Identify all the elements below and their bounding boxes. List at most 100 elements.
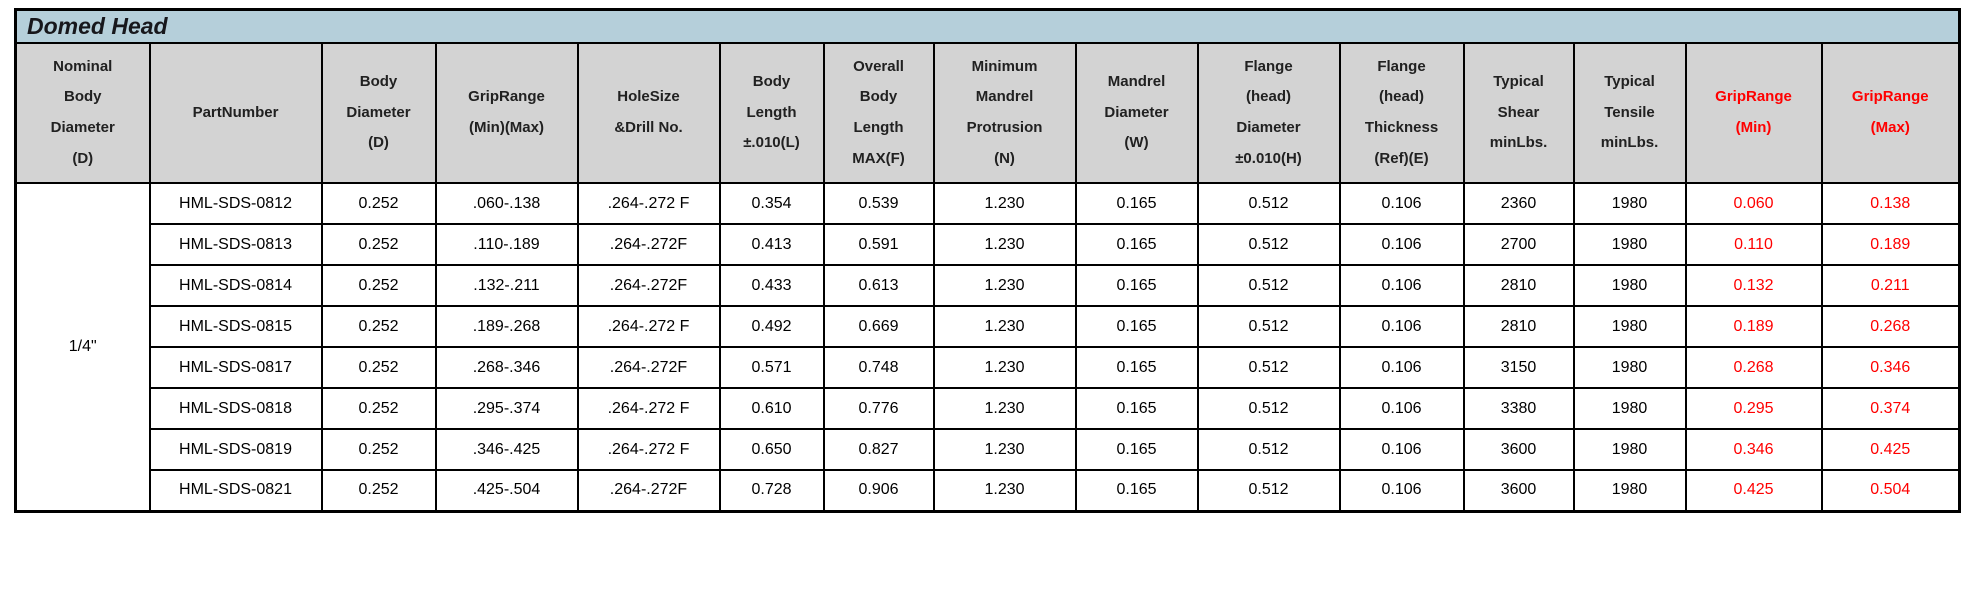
cell-grip-range-min: 0.110 <box>1684 223 1823 266</box>
cell-body-diameter: 0.252 <box>320 469 437 512</box>
cell-mandrel-diameter: 0.165 <box>1074 182 1199 225</box>
cell-grip-range-min: 0.346 <box>1684 428 1823 471</box>
cell-mandrel-diameter: 0.165 <box>1074 305 1199 348</box>
table-row: HML-SDS-0815 0.252 .189-.268 .264-.272 F… <box>16 305 1961 348</box>
cell-body-diameter: 0.252 <box>320 387 437 430</box>
cell-part-number: HML-SDS-0819 <box>148 428 323 471</box>
cell-typical-tensile: 1980 <box>1572 469 1687 512</box>
cell-grip-range: .132-.211 <box>434 264 579 307</box>
cell-grip-range-max: 0.346 <box>1820 346 1961 389</box>
cell-body-length: 0.492 <box>718 305 825 348</box>
col-header-typical-shear: Typical Shear minLbs. <box>1462 42 1575 184</box>
cell-typical-shear: 2810 <box>1462 264 1575 307</box>
cell-hole-size: .264-.272F <box>576 469 721 512</box>
cell-overall-body-length: 0.827 <box>822 428 935 471</box>
table-body: 1/4" HML-SDS-0812 0.252 .060-.138 .264-.… <box>14 182 1961 512</box>
cell-typical-shear: 2360 <box>1462 182 1575 225</box>
cell-flange-thickness: 0.106 <box>1338 223 1465 266</box>
cell-part-number: HML-SDS-0814 <box>148 264 323 307</box>
cell-typical-tensile: 1980 <box>1572 182 1687 225</box>
spec-table: Domed Head Nominal Body Diameter (D) Par… <box>14 8 1961 513</box>
cell-grip-range-max: 0.189 <box>1820 223 1961 266</box>
cell-overall-body-length: 0.669 <box>822 305 935 348</box>
cell-overall-body-length: 0.776 <box>822 387 935 430</box>
cell-grip-range-max: 0.425 <box>1820 428 1961 471</box>
cell-flange-diameter: 0.512 <box>1196 469 1341 512</box>
cell-body-diameter: 0.252 <box>320 305 437 348</box>
cell-flange-diameter: 0.512 <box>1196 387 1341 430</box>
cell-typical-shear: 3600 <box>1462 469 1575 512</box>
col-header-flange-head-diameter: Flange (head) Diameter ±0.010(H) <box>1196 42 1341 184</box>
cell-typical-tensile: 1980 <box>1572 264 1687 307</box>
cell-flange-thickness: 0.106 <box>1338 305 1465 348</box>
cell-typical-tensile: 1980 <box>1572 223 1687 266</box>
cell-body-length: 0.571 <box>718 346 825 389</box>
cell-body-length: 0.650 <box>718 428 825 471</box>
table-row: HML-SDS-0817 0.252 .268-.346 .264-.272F … <box>16 346 1961 389</box>
cell-hole-size: .264-.272 F <box>576 387 721 430</box>
cell-hole-size: .264-.272F <box>576 346 721 389</box>
cell-mandrel-protrusion: 1.230 <box>932 305 1077 348</box>
cell-body-diameter: 0.252 <box>320 346 437 389</box>
cell-typical-shear: 2700 <box>1462 223 1575 266</box>
cell-body-length: 0.354 <box>718 182 825 225</box>
col-header-grip-range-min: GripRange (Min) <box>1684 42 1823 184</box>
col-header-overall-body-length: Overall Body Length MAX(F) <box>822 42 935 184</box>
cell-grip-range-min: 0.060 <box>1684 182 1823 225</box>
cell-part-number: HML-SDS-0821 <box>148 469 323 512</box>
cell-typical-shear: 3600 <box>1462 428 1575 471</box>
cell-grip-range: .295-.374 <box>434 387 579 430</box>
cell-flange-diameter: 0.512 <box>1196 264 1341 307</box>
cell-hole-size: .264-.272 F <box>576 428 721 471</box>
cell-hole-size: .264-.272F <box>576 223 721 266</box>
table-row: HML-SDS-0818 0.252 .295-.374 .264-.272 F… <box>16 387 1961 430</box>
cell-body-length: 0.610 <box>718 387 825 430</box>
cell-part-number: HML-SDS-0812 <box>148 182 323 225</box>
cell-part-number: HML-SDS-0813 <box>148 223 323 266</box>
cell-grip-range-min: 0.268 <box>1684 346 1823 389</box>
cell-typical-tensile: 1980 <box>1572 428 1687 471</box>
cell-mandrel-protrusion: 1.230 <box>932 182 1077 225</box>
cell-typical-shear: 3380 <box>1462 387 1575 430</box>
cell-part-number: HML-SDS-0818 <box>148 387 323 430</box>
cell-typical-tensile: 1980 <box>1572 387 1687 430</box>
col-header-minimum-mandrel-protrusion: Minimum Mandrel Protrusion (N) <box>932 42 1077 184</box>
table-row: HML-SDS-0819 0.252 .346-.425 .264-.272 F… <box>16 428 1961 471</box>
cell-hole-size: .264-.272F <box>576 264 721 307</box>
cell-body-diameter: 0.252 <box>320 182 437 225</box>
table-row: HML-SDS-0813 0.252 .110-.189 .264-.272F … <box>16 223 1961 266</box>
cell-grip-range: .110-.189 <box>434 223 579 266</box>
header-row: Nominal Body Diameter (D) PartNumber Bod… <box>14 42 1961 184</box>
cell-mandrel-protrusion: 1.230 <box>932 469 1077 512</box>
col-header-mandrel-diameter: Mandrel Diameter (W) <box>1074 42 1199 184</box>
cell-typical-shear: 3150 <box>1462 346 1575 389</box>
cell-body-diameter: 0.252 <box>320 264 437 307</box>
cell-flange-thickness: 0.106 <box>1338 469 1465 512</box>
cell-body-length: 0.433 <box>718 264 825 307</box>
cell-grip-range-max: 0.374 <box>1820 387 1961 430</box>
cell-typical-tensile: 1980 <box>1572 346 1687 389</box>
col-header-body-length: Body Length ±.010(L) <box>718 42 825 184</box>
cell-typical-shear: 2810 <box>1462 305 1575 348</box>
table-row: 1/4" HML-SDS-0812 0.252 .060-.138 .264-.… <box>14 182 1961 512</box>
cell-hole-size: .264-.272 F <box>576 305 721 348</box>
cell-mandrel-diameter: 0.165 <box>1074 428 1199 471</box>
cell-overall-body-length: 0.613 <box>822 264 935 307</box>
cell-grip-range-max: 0.504 <box>1820 469 1961 512</box>
cell-part-number: HML-SDS-0815 <box>148 305 323 348</box>
cell-nominal-body-diameter: 1/4" <box>14 182 151 512</box>
table-row: HML-SDS-0814 0.252 .132-.211 .264-.272F … <box>16 264 1961 307</box>
cell-mandrel-protrusion: 1.230 <box>932 346 1077 389</box>
col-header-grip-range-min-max: GripRange (Min)(Max) <box>434 42 579 184</box>
cell-overall-body-length: 0.906 <box>822 469 935 512</box>
cell-grip-range-max: 0.138 <box>1820 182 1961 225</box>
cell-grip-range: .060-.138 <box>434 182 579 225</box>
cell-flange-diameter: 0.512 <box>1196 346 1341 389</box>
cell-flange-diameter: 0.512 <box>1196 428 1341 471</box>
cell-mandrel-diameter: 0.165 <box>1074 469 1199 512</box>
col-header-nominal-body-diameter: Nominal Body Diameter (D) <box>14 42 151 184</box>
table-title: Domed Head <box>14 8 1961 44</box>
cell-body-diameter: 0.252 <box>320 223 437 266</box>
cell-typical-tensile: 1980 <box>1572 305 1687 348</box>
